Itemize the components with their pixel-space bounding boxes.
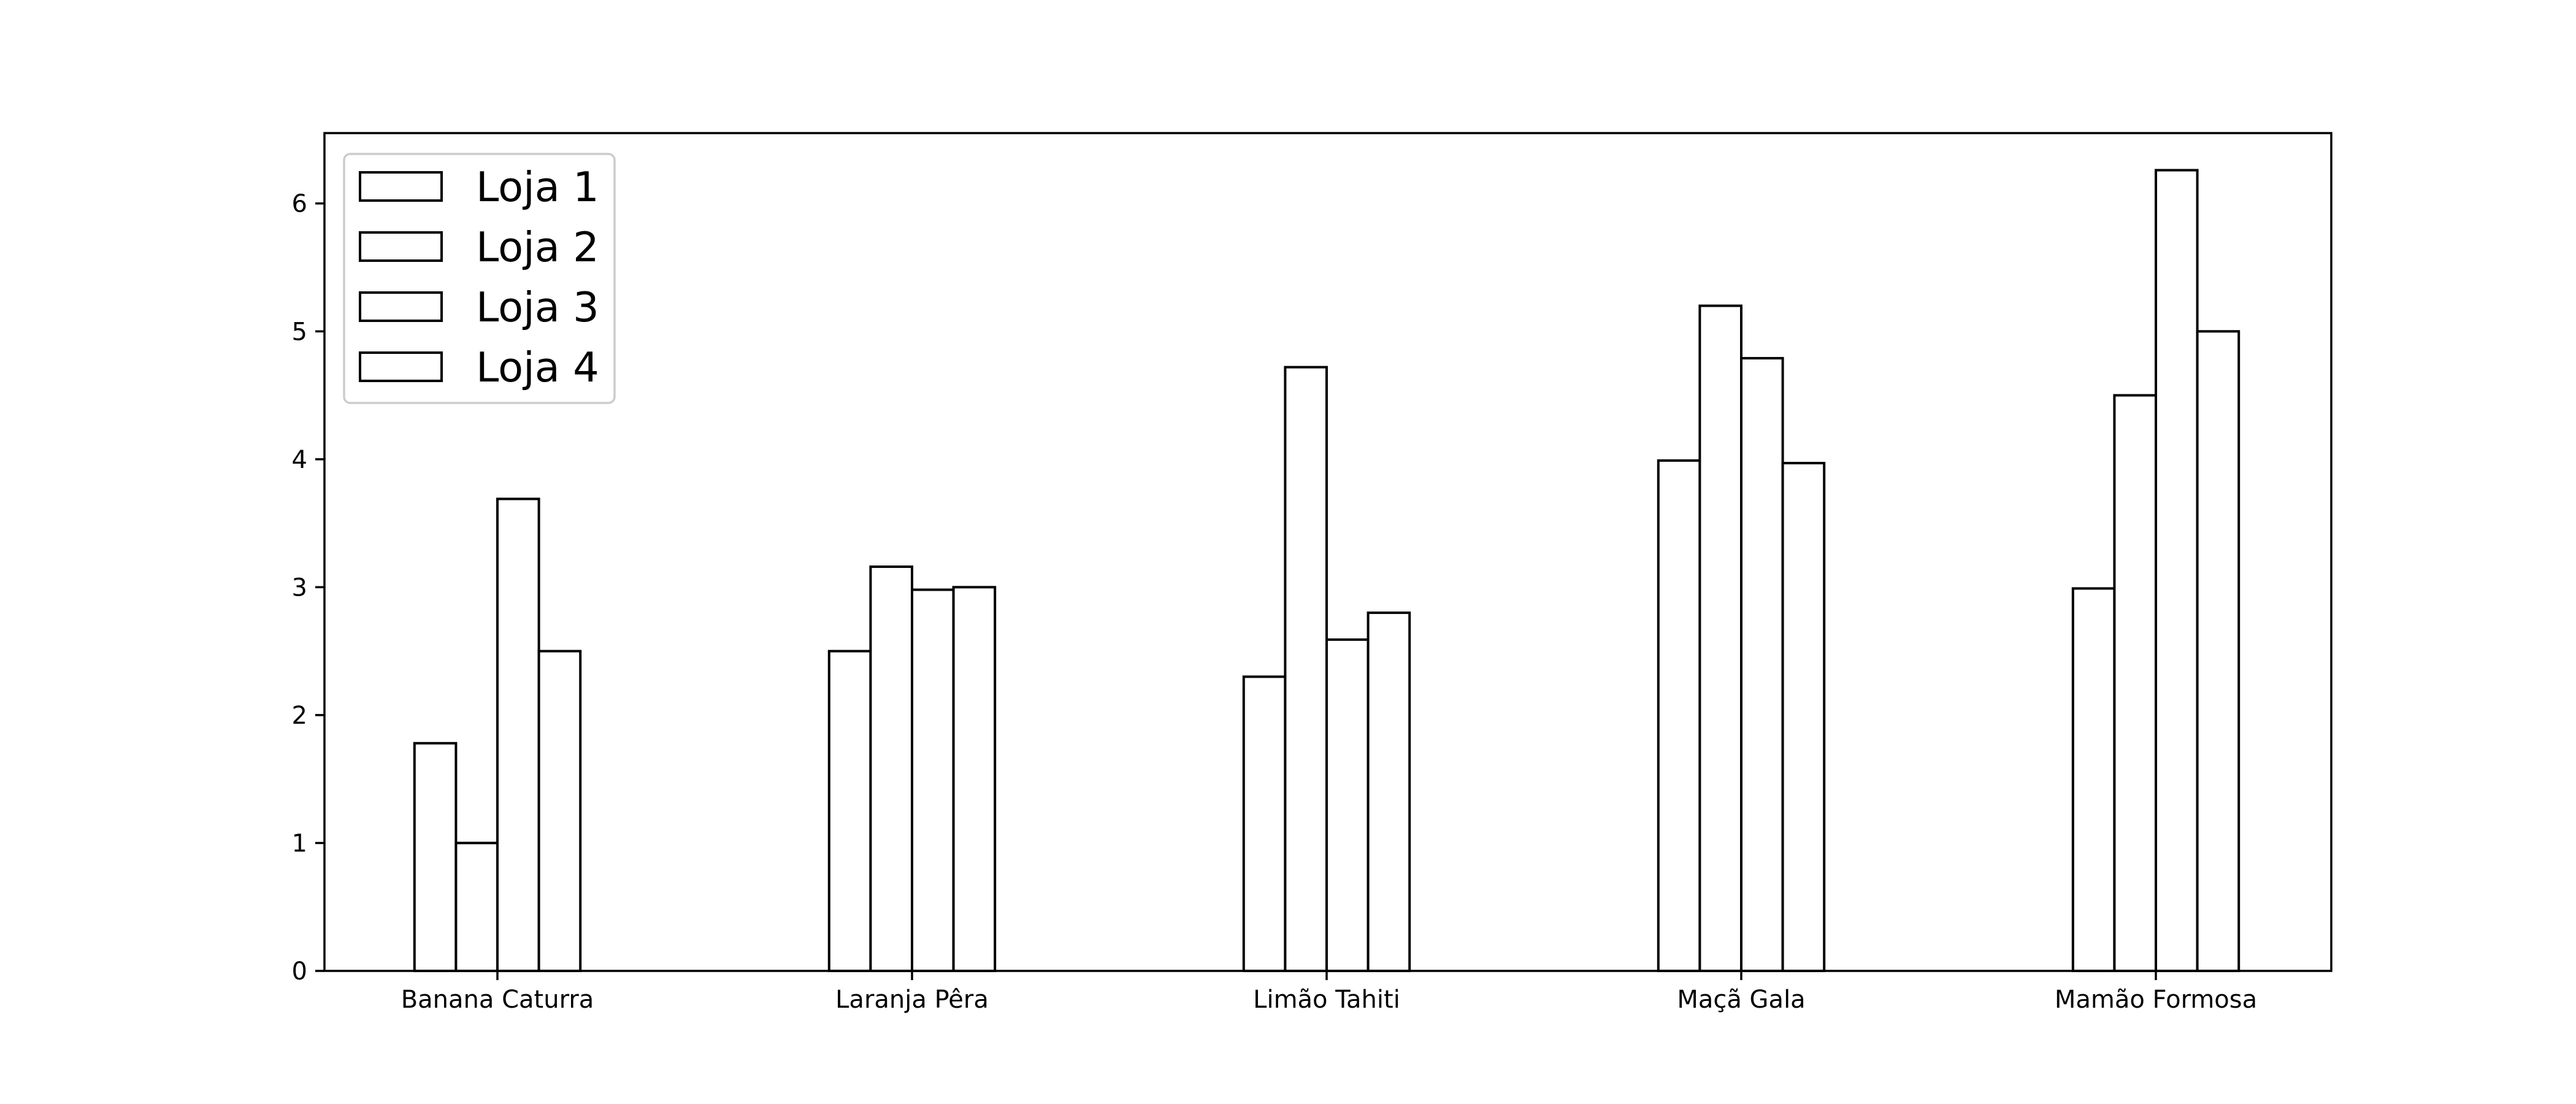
bar: [1781, 462, 1826, 972]
bar: [1242, 675, 1287, 972]
y-tick-label: 3: [292, 573, 307, 602]
legend-label: Loja 3: [476, 283, 599, 331]
ticks-layer: 0 1 2 3 4 5 6 Banana Caturra Laranja Pêra Limão T…: [292, 190, 2258, 1014]
bar: [496, 497, 540, 972]
y-tick-label: 5: [292, 318, 307, 346]
x-tick-label: Limão Tahiti: [1253, 986, 1400, 1014]
y-tick-label: 0: [292, 957, 307, 986]
y-tick-label: 2: [292, 702, 307, 730]
bar: [2196, 330, 2241, 972]
legend-swatch: [359, 171, 443, 202]
bars-layer: [413, 169, 2241, 973]
bar: [1284, 366, 1328, 972]
bar: [413, 742, 458, 973]
legend-label: Loja 1: [476, 163, 599, 211]
bar: [1325, 638, 1370, 972]
y-tick-label: 1: [292, 829, 307, 857]
bar: [2155, 169, 2199, 973]
series-4: [537, 330, 2241, 972]
series-3: [496, 169, 2199, 973]
legend-swatch: [359, 351, 443, 382]
bar: [2071, 587, 2116, 972]
x-tick-label: Maçã Gala: [1677, 986, 1805, 1014]
bar: [1698, 304, 1742, 972]
bar: [1367, 611, 1411, 972]
bar: [869, 565, 914, 972]
bar: [454, 841, 499, 972]
legend-label: Loja 4: [476, 343, 599, 391]
bar: [2113, 394, 2157, 972]
legend-label: Loja 2: [476, 223, 599, 271]
y-tick-label: 6: [292, 190, 307, 218]
series-1: [413, 459, 2116, 973]
bar: [1657, 459, 1701, 972]
x-tick-label: Mamão Formosa: [2055, 986, 2257, 1014]
y-tick-label: 4: [292, 446, 307, 474]
series-2: [454, 304, 2157, 972]
bar: [911, 588, 955, 972]
legend-frame: [343, 153, 616, 404]
bar: [827, 650, 872, 972]
bar: [952, 586, 997, 972]
axes-layer: [323, 132, 2333, 972]
legend-swatch: [359, 291, 443, 322]
legend-swatch: [359, 231, 443, 262]
bar: [537, 650, 582, 972]
axes-frame: [323, 132, 2333, 972]
x-tick-label: Banana Caturra: [401, 986, 594, 1014]
legend: Loja 1 Loja 2 Loja 3 Loja 4: [343, 153, 616, 404]
bar: [1740, 357, 1784, 972]
x-tick-label: Laranja Pêra: [835, 986, 989, 1014]
